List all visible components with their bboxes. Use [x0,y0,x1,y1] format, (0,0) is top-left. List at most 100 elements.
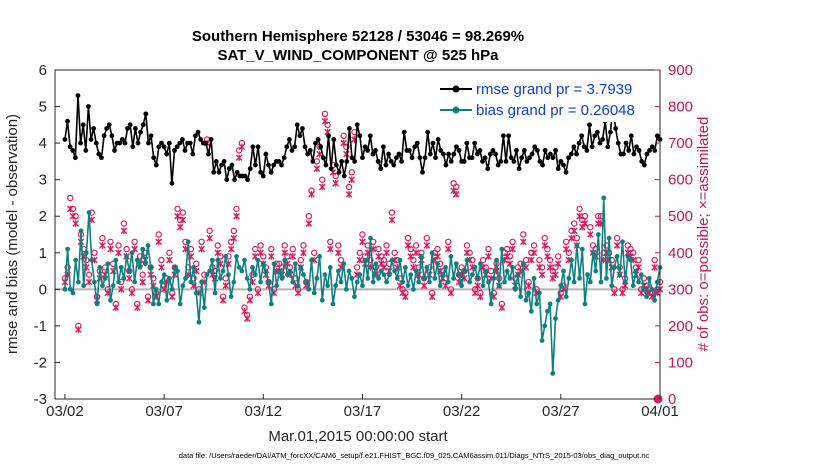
bias-point [89,257,95,263]
obs-possible-point [391,249,398,256]
rmse-point [571,144,577,150]
obs-assimilated-point [335,249,342,257]
obs-assimilated-point [546,264,554,271]
obs-possible-point [120,220,128,227]
obs-assimilated-point [619,289,626,297]
bias-point [652,297,658,303]
obs-possible-point [410,256,417,264]
bias-point [228,294,234,300]
bias-point [410,286,416,292]
obs-possible-point [530,242,538,249]
obs-assimilated-point [519,238,527,246]
obs-assimilated-point [254,289,262,297]
bias-point [528,308,534,314]
bias-point [593,268,599,274]
obs-assimilated-point [198,245,205,253]
rmse-point [427,151,433,157]
obs-possible-point [319,176,326,183]
bias-point [368,235,373,241]
rmse-point [179,137,185,142]
obs-possible-point [565,249,573,256]
y-axis-label: rmse and bias (model - observation) [4,114,21,354]
left-axis-ticks: -3 -2 -1 0 1 2 3 4 5 6 [34,62,60,408]
rmse-point [647,148,652,153]
bias-point [499,246,505,252]
bias-point [405,283,411,289]
obs-assimilated-point [613,242,621,249]
rmse-point [195,129,201,135]
obs-possible-point [123,245,130,253]
rmse-point [143,111,149,117]
rmse-point [216,169,222,175]
bias-point [314,275,320,281]
rmse-point [628,133,634,139]
x-tick-label: 03/22 [443,403,481,420]
obs-assimilated-point [66,205,74,213]
bias-point [220,268,226,274]
bias-point [317,254,322,259]
obs-possible-point [388,209,396,216]
rmse-point [101,133,107,139]
obs-assimilated-point [246,297,254,304]
bias-point [437,283,443,289]
rmse-point [386,151,391,157]
rmse-point [634,144,639,150]
x-tick-label: 04/01 [641,403,679,420]
obs-possible-point [115,242,122,249]
bias-point [622,279,628,285]
obs-assimilated-point [166,256,173,264]
rmse-point [414,140,420,146]
bias-point [327,265,333,270]
obs-possible-point [571,220,578,227]
bias-point [571,279,577,285]
obs-possible-point [415,264,422,271]
rmse-point [537,158,543,164]
rmse-point [112,148,117,153]
y-tick-label: 5 [39,99,47,116]
chart-subtitle: SAT_V_WIND_COMPONENT @ 525 hPa [217,47,499,64]
bias-point [183,275,188,281]
rmse-point [326,133,331,139]
bias-point [445,279,451,285]
bias-point [303,279,309,285]
bias-point [159,279,164,285]
rmse-point [253,162,258,168]
rmse-point [568,151,574,157]
bias-point [504,268,510,274]
x-tick-label: 03/17 [344,403,382,420]
rmse-point [78,140,83,146]
bias-point [226,272,231,278]
bias-point [242,257,247,263]
obs-assimilated-point [128,289,136,297]
obs-assimilated-point [219,297,227,304]
rmse-point [589,144,595,150]
obs-assimilated-point [356,256,364,264]
bias-point [209,257,215,263]
bias-point [306,286,312,292]
obs-assimilated-point [85,278,93,286]
bias-point [142,261,148,267]
obs-possible-point [305,213,313,220]
legend-rmse-marker [452,85,460,93]
rmse-point [448,158,454,164]
rmse-point [135,140,141,146]
bias-point [467,279,473,285]
obs-possible-point [520,231,527,238]
obs-assimilated-point [289,253,297,260]
rmse-point [279,162,284,168]
rmse-point [430,140,436,146]
rmse-point [310,158,316,164]
x-tick-label: 03/12 [245,403,283,420]
rmse-point [297,133,303,139]
legend-bias-label: bias grand pr = 0.26048 [476,102,635,119]
rmse-point [255,144,261,150]
rmse-point [652,148,658,153]
obs-possible-point [407,245,414,253]
plot-frame [54,69,661,400]
bias-point [188,279,194,285]
y2-tick-label: 500 [668,208,693,225]
rmse-point [451,151,457,157]
rmse-point [550,155,556,161]
bias-point [266,279,272,285]
rmse-point [534,148,540,153]
